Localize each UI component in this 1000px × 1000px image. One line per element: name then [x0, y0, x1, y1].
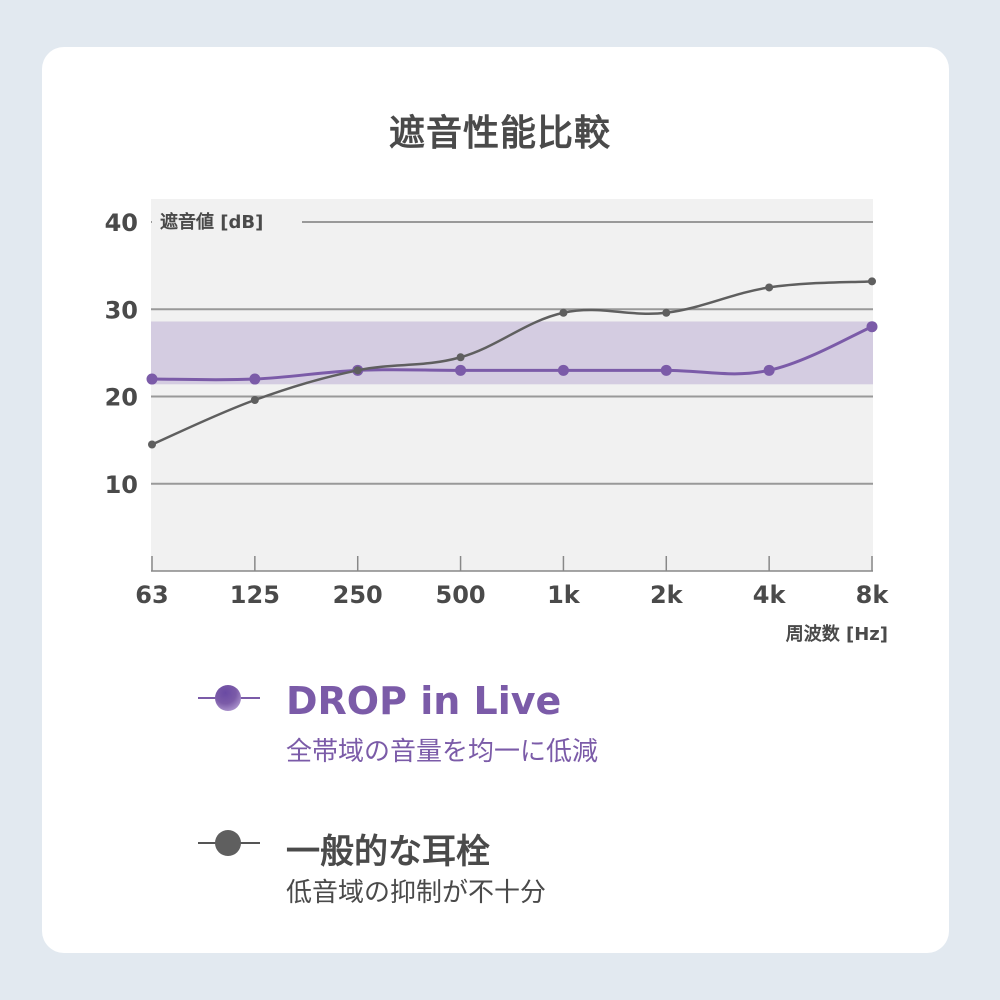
x-tick-label: 2k [650, 581, 684, 609]
gray-line-dot-icon [198, 828, 260, 858]
series-drop [146, 321, 878, 385]
series [146, 277, 878, 449]
data-point [559, 308, 568, 317]
data-point [148, 440, 156, 449]
x-axis-label: 周波数 [Hz] [786, 623, 888, 645]
purple-line-dot-icon [198, 683, 260, 713]
data-point [662, 308, 671, 317]
data-point [866, 321, 878, 333]
x-axis [151, 556, 873, 572]
x-tick-label: 500 [436, 581, 486, 609]
legend-name: 一般的な耳栓 [286, 832, 490, 872]
highlight-band [151, 321, 873, 385]
data-point [763, 364, 775, 376]
y-tick-labels: 10 20 30 40 [105, 209, 138, 499]
y-axis-label: 遮音値 [dB] [160, 211, 263, 233]
y-tick-label: 10 [105, 471, 138, 499]
y-tick-label: 20 [105, 384, 138, 412]
x-tick-label: 125 [230, 581, 280, 609]
data-point [455, 364, 467, 376]
x-tick-label: 250 [333, 581, 383, 609]
x-tick-label: 8k [856, 581, 890, 609]
y-tick-label: 30 [105, 296, 138, 324]
data-point [249, 373, 261, 385]
data-point [660, 364, 672, 376]
data-point [146, 373, 158, 385]
y-axis-label-background [152, 205, 302, 237]
data-point [456, 353, 465, 362]
series-line [151, 325, 873, 382]
series-generic [148, 277, 876, 449]
data-point [868, 277, 876, 286]
y-tick-label: 40 [105, 209, 138, 237]
series-line [151, 280, 873, 446]
x-tick-labels: 63 125 250 500 1k 2k 4k 8k [135, 581, 889, 609]
legend-name: DROP in Live [286, 679, 562, 723]
data-point [765, 283, 774, 292]
legend-description: 全帯域の音量を均一に低減 [286, 737, 599, 767]
legend-description: 低音域の抑制が不十分 [286, 878, 547, 908]
data-point [250, 395, 259, 404]
data-point [353, 366, 362, 375]
plot-background [151, 199, 873, 571]
x-tick-label: 4k [753, 581, 787, 609]
data-point [557, 364, 569, 376]
chart-title: 遮音性能比較 [388, 113, 611, 154]
x-tick-label: 63 [135, 581, 168, 609]
x-tick-label: 1k [547, 581, 581, 609]
